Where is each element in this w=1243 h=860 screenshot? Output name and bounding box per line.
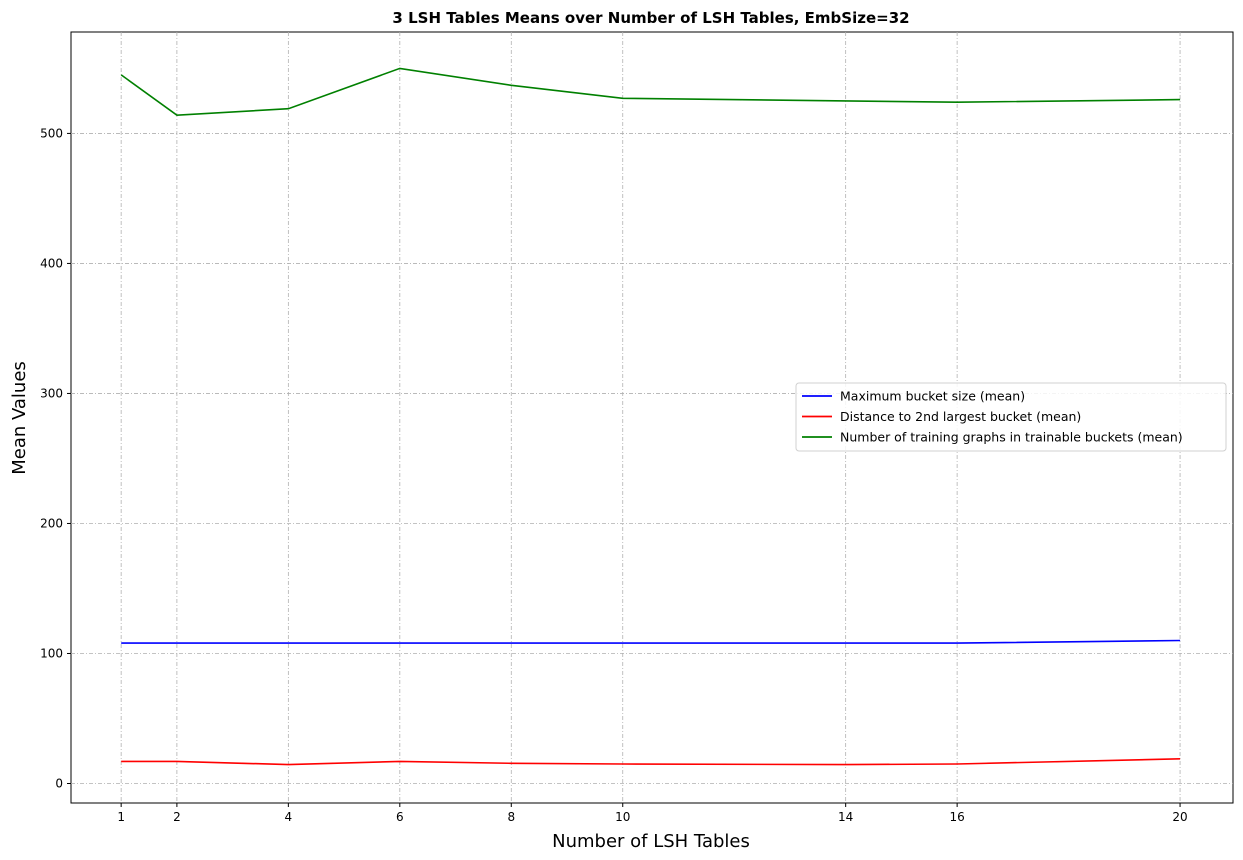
x-tick-label: 2	[173, 810, 181, 824]
series-line-2	[121, 758, 1181, 766]
x-tick-label: 10	[615, 810, 630, 824]
x-tick-label: 4	[285, 810, 293, 824]
y-tick-label: 400	[40, 256, 63, 270]
legend-label: Maximum bucket size (mean)	[840, 389, 1025, 404]
grid-lines	[71, 32, 1233, 803]
x-axis-label: Number of LSH Tables	[552, 831, 750, 852]
y-tick-label: 0	[55, 776, 63, 790]
series-line-3	[120, 67, 1181, 117]
y-tick-label: 100	[40, 646, 63, 660]
chart-title: 3 LSH Tables Means over Number of LSH Ta…	[392, 9, 909, 27]
x-tick-label: 1	[117, 810, 125, 824]
x-tick-label: 20	[1172, 810, 1187, 824]
x-tick-label: 14	[838, 810, 853, 824]
series-line-1	[121, 639, 1181, 644]
legend-label: Distance to 2nd largest bucket (mean)	[840, 409, 1081, 424]
x-tick-label: 16	[949, 810, 964, 824]
legend: Maximum bucket size (mean) Distance to 2n…	[795, 382, 1227, 452]
y-tick-label: 300	[40, 386, 63, 400]
legend-label: Number of training graphs in trainable b…	[840, 430, 1183, 445]
series-lines	[120, 67, 1181, 766]
x-tick-label: 8	[507, 810, 515, 824]
x-tick-label: 6	[396, 810, 404, 824]
legend-box	[795, 382, 1227, 452]
y-tick-label: 500	[40, 126, 63, 140]
y-tick-label: 200	[40, 516, 63, 530]
y-axis-label: Mean Values	[9, 361, 30, 475]
